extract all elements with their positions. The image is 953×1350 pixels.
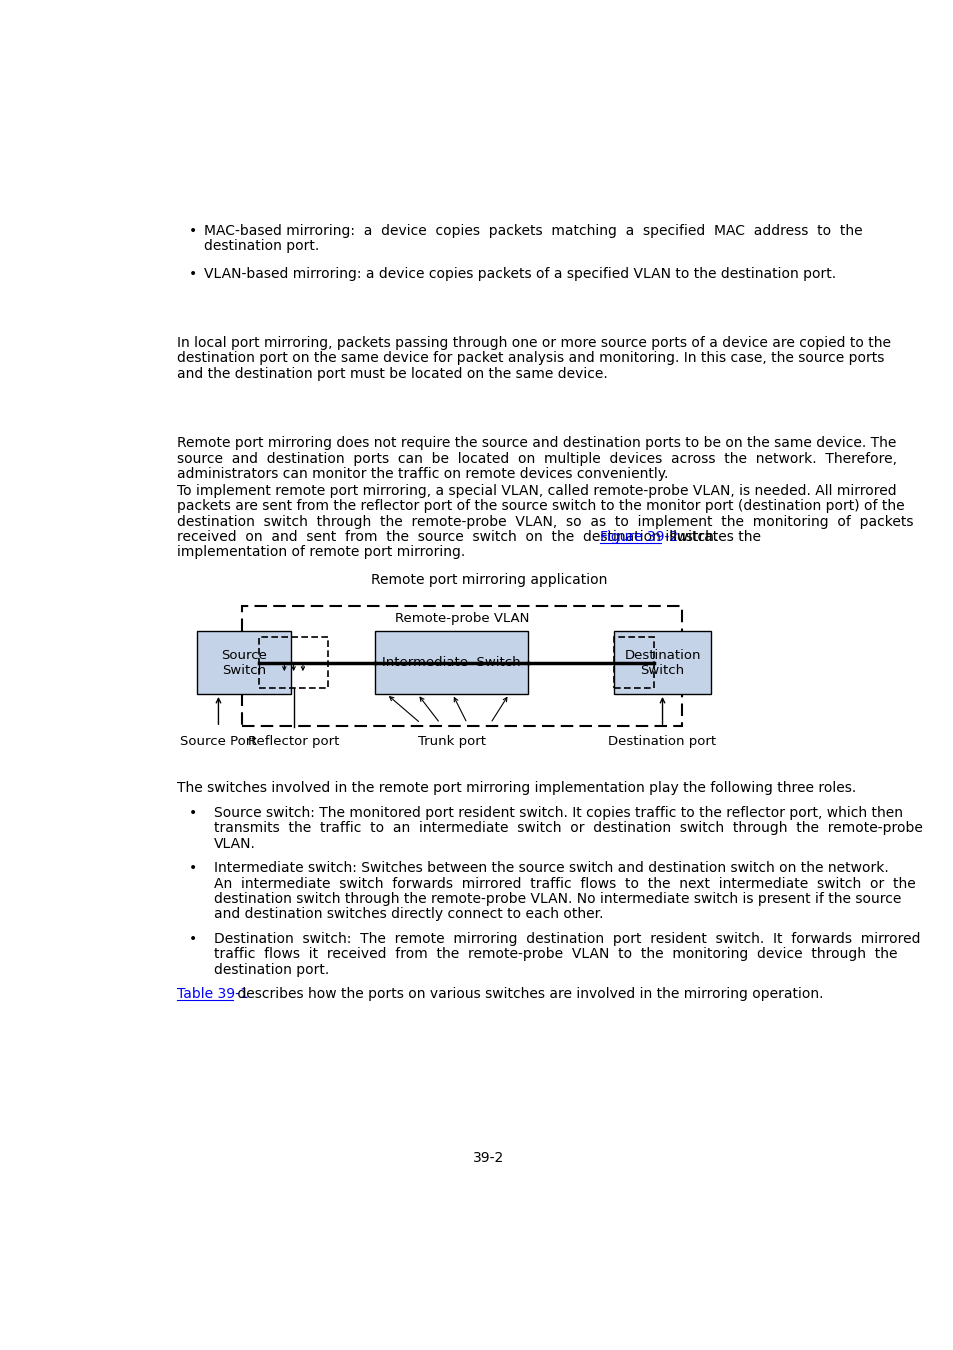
Text: Figure 39-2: Figure 39-2 [599,531,678,544]
Text: implementation of remote port mirroring.: implementation of remote port mirroring. [177,545,465,559]
Text: Remote port mirroring does not require the source and destination ports to be on: Remote port mirroring does not require t… [177,436,896,450]
Text: Source Port: Source Port [180,734,256,748]
Text: transmits  the  traffic  to  an  intermediate  switch  or  destination  switch  : transmits the traffic to an intermediate… [213,821,922,836]
Text: VLAN-based mirroring: a device copies packets of a specified VLAN to the destina: VLAN-based mirroring: a device copies pa… [204,267,836,281]
Bar [375,630,528,694]
Text: Destination
Switch: Destination Switch [623,648,700,676]
Text: •: • [189,861,197,875]
Text: received  on  and  sent  from  the  source  switch  on  the  destination  switch: received on and sent from the source swi… [177,531,722,544]
Text: Intermediate  Switch: Intermediate Switch [382,656,520,670]
Text: An  intermediate  switch  forwards  mirrored  traffic  flows  to  the  next  int: An intermediate switch forwards mirrored… [213,876,915,891]
Bar [613,637,654,688]
Text: Remote-probe VLAN: Remote-probe VLAN [395,612,528,625]
Text: traffic  flows  it  received  from  the  remote-probe  VLAN  to  the  monitoring: traffic flows it received from the remot… [213,948,897,961]
Text: destination port.: destination port. [204,239,319,252]
Text: destination port.: destination port. [213,963,329,977]
Text: illustrates the: illustrates the [660,531,760,544]
Text: •: • [189,931,197,946]
Text: In local port mirroring, packets passing through one or more source ports of a d: In local port mirroring, packets passing… [177,336,890,350]
Text: destination  switch  through  the  remote-probe  VLAN,  so  as  to  implement  t: destination switch through the remote-pr… [177,514,913,529]
Text: Table 39-1: Table 39-1 [177,987,249,1002]
Bar [258,637,328,688]
Text: To implement remote port mirroring, a special VLAN, called remote-probe VLAN, is: To implement remote port mirroring, a sp… [177,483,896,498]
Text: describes how the ports on various switches are involved in the mirroring operat: describes how the ports on various switc… [233,987,822,1002]
Text: and destination switches directly connect to each other.: and destination switches directly connec… [213,907,602,921]
Text: Source switch: The monitored port resident switch. It copies traffic to the refl: Source switch: The monitored port reside… [213,806,902,819]
Bar [613,630,711,694]
Text: and the destination port must be located on the same device.: and the destination port must be located… [177,367,607,381]
Text: VLAN.: VLAN. [213,837,255,850]
Text: Source
Switch: Source Switch [221,648,267,676]
Text: destination port on the same device for packet analysis and monitoring. In this : destination port on the same device for … [177,351,883,366]
Text: destination switch through the remote-probe VLAN. No intermediate switch is pres: destination switch through the remote-pr… [213,892,901,906]
Text: Trunk port: Trunk port [417,734,485,748]
Text: Intermediate switch: Switches between the source switch and destination switch o: Intermediate switch: Switches between th… [213,861,887,875]
Text: The switches involved in the remote port mirroring implementation play the follo: The switches involved in the remote port… [177,782,856,795]
Text: administrators can monitor the traffic on remote devices conveniently.: administrators can monitor the traffic o… [177,467,668,481]
Bar [241,606,681,726]
Text: packets are sent from the reflector port of the source switch to the monitor por: packets are sent from the reflector port… [177,500,904,513]
Text: •: • [189,224,197,238]
Text: Destination port: Destination port [608,734,716,748]
Text: Reflector port: Reflector port [248,734,339,748]
Text: 39-2: 39-2 [473,1150,504,1165]
Bar [196,630,291,694]
Text: MAC-based mirroring:  a  device  copies  packets  matching  a  specified  MAC  a: MAC-based mirroring: a device copies pac… [204,224,862,238]
Text: •: • [189,806,197,819]
Text: •: • [189,267,197,281]
Text: Remote port mirroring application: Remote port mirroring application [371,574,606,587]
Text: source  and  destination  ports  can  be  located  on  multiple  devices  across: source and destination ports can be loca… [177,451,897,466]
Text: Destination  switch:  The  remote  mirroring  destination  port  resident  switc: Destination switch: The remote mirroring… [213,931,920,946]
